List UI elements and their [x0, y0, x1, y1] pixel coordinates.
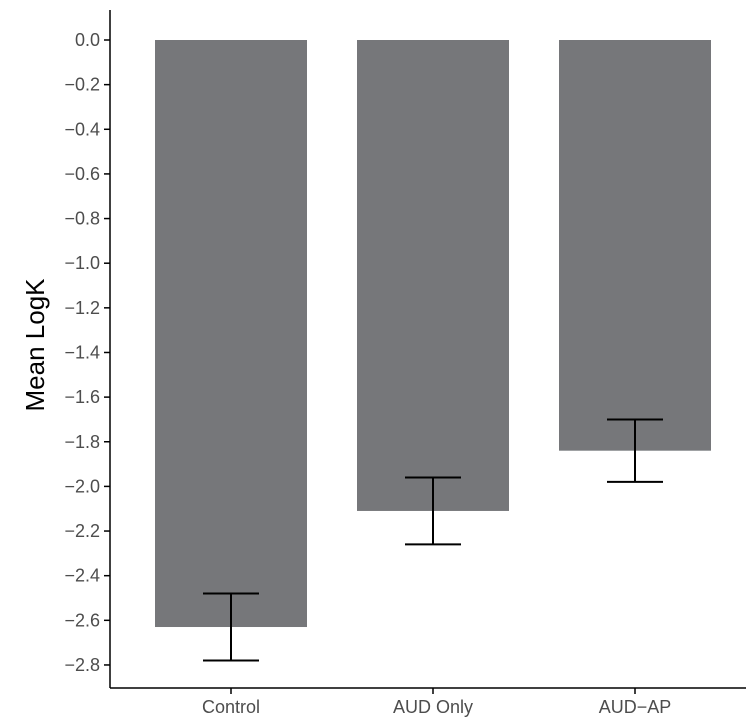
y-tick-label: −1.4	[64, 342, 100, 362]
y-tick-label: −2.2	[64, 521, 100, 541]
y-tick-label: −1.0	[64, 253, 100, 273]
x-tick-label: AUD−AP	[599, 697, 672, 717]
bar	[357, 40, 509, 511]
y-tick-label: 0.0	[75, 30, 100, 50]
x-tick-label: AUD Only	[393, 697, 473, 717]
y-tick-label: −0.4	[64, 119, 100, 139]
y-tick-label: −1.6	[64, 387, 100, 407]
y-tick-label: −0.8	[64, 209, 100, 229]
bar	[155, 40, 307, 628]
y-tick-label: −2.6	[64, 610, 100, 630]
y-tick-label: −2.0	[64, 476, 100, 496]
y-tick-label: −1.8	[64, 432, 100, 452]
y-axis-title: Mean LogK	[20, 278, 50, 412]
x-tick-label: Control	[202, 697, 260, 717]
y-tick-label: −2.8	[64, 655, 100, 675]
y-tick-label: −2.4	[64, 566, 100, 586]
y-tick-label: −1.2	[64, 298, 100, 318]
y-tick-label: −0.6	[64, 164, 100, 184]
y-tick-label: −0.2	[64, 75, 100, 95]
bar	[559, 40, 711, 451]
